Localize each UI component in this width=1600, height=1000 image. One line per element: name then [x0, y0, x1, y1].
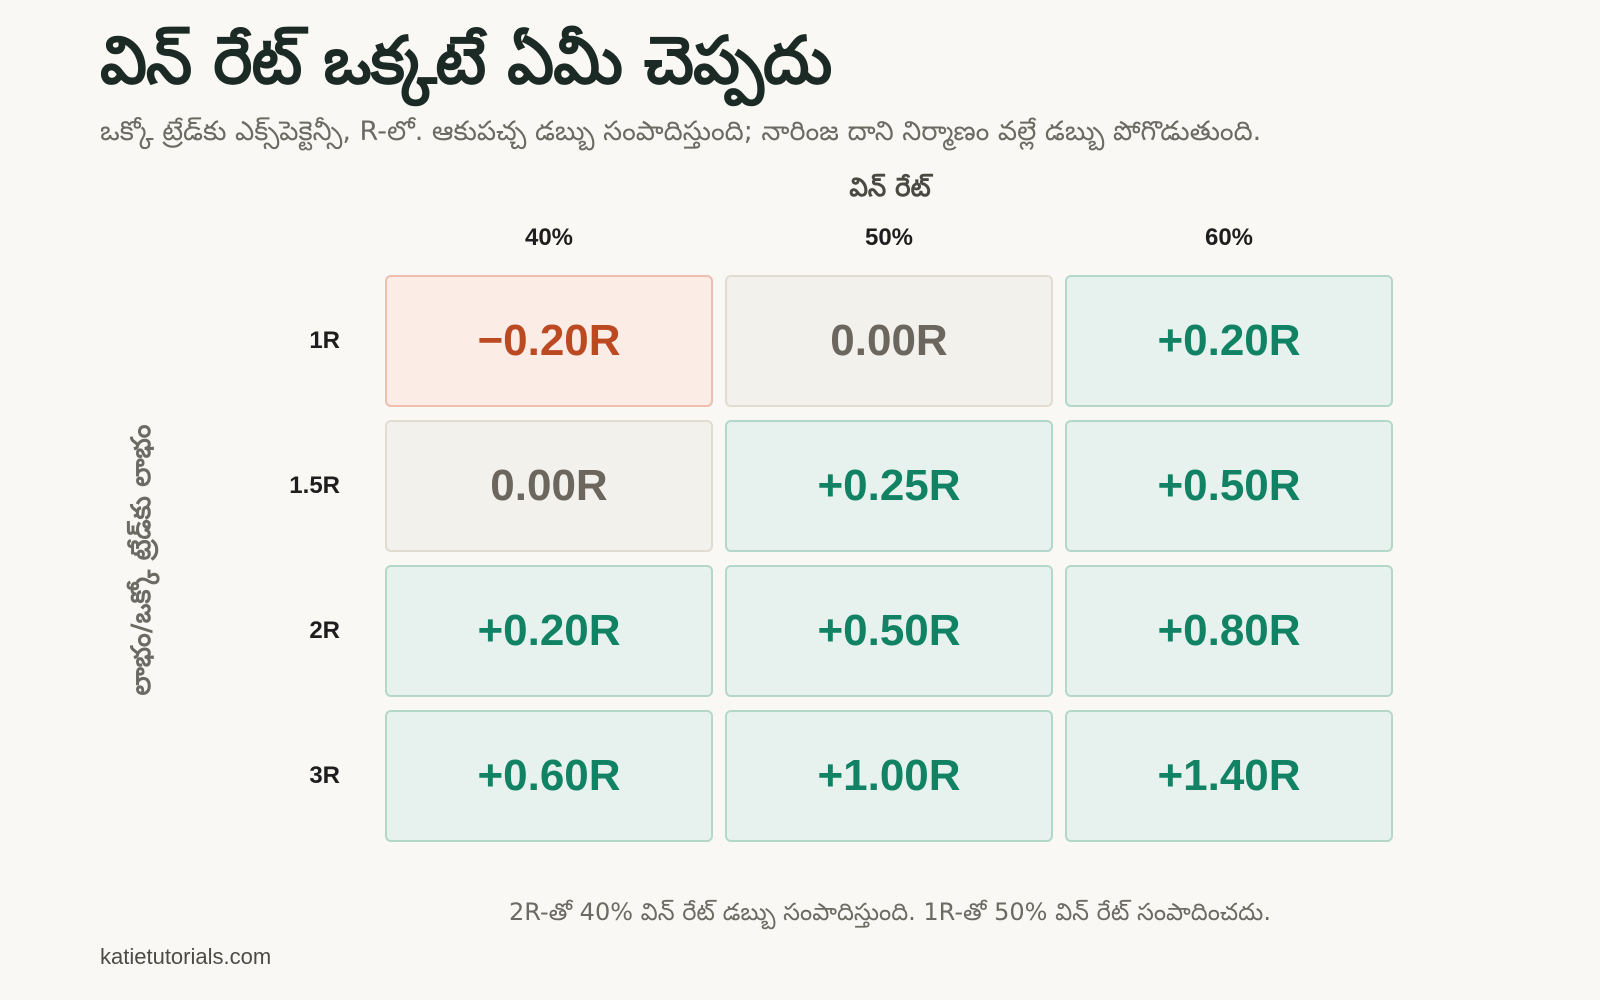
heatmap-cell: +1.00R: [725, 710, 1053, 842]
heatmap-cell: +0.50R: [725, 565, 1053, 697]
heatmap-cell: +0.20R: [385, 565, 713, 697]
source-credit: katietutorials.com: [100, 944, 272, 969]
x-tick-label: 50%: [864, 224, 914, 251]
chart-subtitle: ఒక్కో ట్రేడ్‌కు ఎక్స్‌పెక్టెన్సీ, R-లో. …: [100, 116, 1262, 147]
x-axis-title: విన్ రేట్: [849, 173, 931, 203]
y-tick-label: 1.5R: [289, 472, 340, 499]
heatmap-cell: 0.00R: [385, 420, 713, 552]
y-tick-label: 2R: [309, 617, 340, 644]
chart-annotation: 2R-తో 40% విన్ రేట్ డబ్బు సంపాదిస్తుంది.…: [509, 898, 1271, 926]
x-tick-label: 60%: [1204, 224, 1254, 251]
heatmap-cell: +0.60R: [385, 710, 713, 842]
y-tick-label: 1R: [309, 327, 340, 354]
heatmap-cell: +0.80R: [1065, 565, 1393, 697]
x-tick-label: 40%: [524, 224, 574, 251]
heatmap-cell: 0.00R: [725, 275, 1053, 407]
y-tick-label: 3R: [309, 762, 340, 789]
heatmap-cell: +0.20R: [1065, 275, 1393, 407]
heatmap-cell: −0.20R: [385, 275, 713, 407]
heatmap-cell: +0.50R: [1065, 420, 1393, 552]
heatmap-cell: +0.25R: [725, 420, 1053, 552]
y-axis-title: లాభం/ఒక్కో ట్రేడ్‌కు లాభం: [126, 424, 157, 696]
heatmap-cell: +1.40R: [1065, 710, 1393, 842]
chart-title: విన్ రేట్ ఒక్కటే ఏమీ చెప్పదు: [100, 22, 832, 99]
